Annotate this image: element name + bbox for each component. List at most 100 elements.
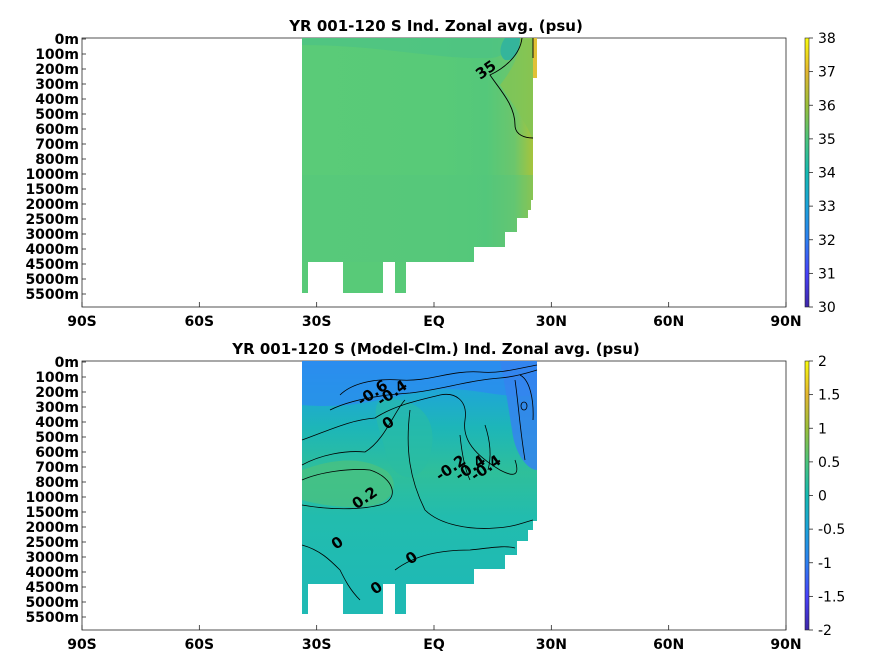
top-y-tick-label: 4500m bbox=[25, 257, 79, 273]
bottom-y-tick-label: 700m bbox=[35, 460, 79, 476]
bottom-y-tick-label: 4500m bbox=[25, 580, 79, 596]
bottom-y-tick-label: 5000m bbox=[25, 595, 79, 611]
bottom-colorbar-scale bbox=[804, 360, 810, 631]
top-north-salty-patch bbox=[500, 38, 533, 140]
top-colorbar-tick-label: 30 bbox=[818, 300, 836, 316]
bottom-y-tick-label: 2000m bbox=[25, 520, 79, 536]
bottom-x-tick-label: 30N bbox=[536, 637, 567, 653]
top-y-tick-label: 0m bbox=[55, 32, 79, 48]
top-surface-fresh-band bbox=[302, 38, 520, 59]
top-colorbar-tick-label: 33 bbox=[818, 199, 836, 215]
top-bottom-column-1 bbox=[302, 262, 308, 293]
bottom-salty-bias-core bbox=[302, 460, 394, 508]
bottom-chart-title: YR 001-120 S (Model-Clm.) Ind. Zonal avg… bbox=[231, 340, 640, 358]
top-y-tick-label: 1500m bbox=[25, 182, 79, 198]
top-y-tick-label: 700m bbox=[35, 137, 79, 153]
bottom-colorbar-tick-label: 2 bbox=[818, 354, 827, 370]
bottom-contour-line-4 bbox=[301, 399, 406, 466]
top-x-tick-labels: 90S 60S 30S EQ 30N 60N 90N bbox=[67, 302, 802, 330]
bottom-colorbar-tick-label: 1 bbox=[818, 421, 827, 437]
top-bottom-column-3 bbox=[395, 262, 406, 293]
bottom-contour-line-11 bbox=[301, 544, 361, 601]
top-colorbar-tick-label: 37 bbox=[818, 65, 836, 81]
bottom-x-tick-label: 90S bbox=[67, 637, 97, 653]
bottom-y-tick-label: 1500m bbox=[25, 505, 79, 521]
bottom-bottom-column-3 bbox=[395, 584, 406, 614]
bottom-contour-line-6 bbox=[407, 409, 534, 529]
bottom-y-tick-label: 2500m bbox=[25, 535, 79, 551]
bottom-x-tick-labels: 90S 60S 30S EQ 30N 60N 90N bbox=[67, 625, 802, 653]
bottom-contour-line-10 bbox=[519, 374, 534, 421]
top-y-tick-label: 3000m bbox=[25, 227, 79, 243]
bottom-y-tick-label: 4000m bbox=[25, 565, 79, 581]
top-colorbar-scale bbox=[804, 37, 810, 308]
bottom-contour-line-3 bbox=[301, 393, 518, 475]
top-y-tick-label: 2500m bbox=[25, 212, 79, 228]
top-y-tick-label: 500m bbox=[35, 107, 79, 123]
bottom-y-tick-label: 0m bbox=[55, 355, 79, 371]
top-contour-35 bbox=[489, 37, 534, 139]
top-y-tick-label: 5500m bbox=[25, 287, 79, 303]
top-colorbar-tick-label: 35 bbox=[818, 132, 836, 148]
top-colorbar-tick-label: 31 bbox=[818, 266, 836, 282]
bottom-y-tick-label: 1000m bbox=[25, 490, 79, 506]
bottom-colorbar-tick-label: 1.5 bbox=[818, 388, 840, 404]
top-y-tick-label: 4000m bbox=[25, 242, 79, 258]
bottom-contour-line-2 bbox=[329, 369, 538, 411]
top-y-tick-label: 300m bbox=[35, 77, 79, 93]
top-x-tick-label: 60S bbox=[185, 314, 215, 330]
top-colorbar-tick-label: 36 bbox=[818, 98, 836, 114]
bottom-y-tick-label: 100m bbox=[35, 370, 79, 386]
bottom-x-tick-label: 60N bbox=[653, 637, 684, 653]
bottom-contour-line-7 bbox=[459, 434, 471, 481]
top-colorbar-tick-label: 32 bbox=[818, 233, 836, 249]
bottom-y-tick-label: 200m bbox=[35, 385, 79, 401]
top-chart-title: YR 001-120 S Ind. Zonal avg. (psu) bbox=[288, 17, 583, 35]
top-salinity-fill bbox=[302, 38, 533, 262]
bottom-y-tick-label: 500m bbox=[35, 430, 79, 446]
bottom-bottom-column-1 bbox=[302, 584, 308, 614]
bottom-north-fresh-bias bbox=[500, 361, 537, 470]
bottom-x-tick-label: 30S bbox=[302, 637, 332, 653]
bottom-contour-line-8 bbox=[484, 424, 491, 471]
bottom-contour-line-12 bbox=[394, 546, 516, 571]
top-panel: YR 001-120 S Ind. Zonal avg. (psu) 35 90… bbox=[25, 17, 835, 330]
bottom-contour-line-1 bbox=[339, 364, 538, 396]
bottom-x-tick-label: 60S bbox=[185, 637, 215, 653]
bottom-colorbar-tick-label: -1 bbox=[818, 556, 832, 572]
top-gulf-salty-strip bbox=[533, 38, 537, 78]
top-y-tick-label: 2000m bbox=[25, 197, 79, 213]
top-y-tick-label: 800m bbox=[35, 152, 79, 168]
bottom-y-tick-label: 300m bbox=[35, 400, 79, 416]
bottom-colorbar: -2 -1.5 -1 -0.5 0 0.5 1 1.5 2 bbox=[804, 354, 845, 639]
bottom-colorbar-tick-label: 0.5 bbox=[818, 455, 840, 471]
top-colorbar: 30 31 32 33 34 35 36 37 38 bbox=[804, 31, 836, 316]
bottom-x-tick-label: EQ bbox=[423, 637, 445, 653]
top-y-tick-labels: 0m100m200m300m400m500m600m700m800m1000m1… bbox=[25, 32, 86, 303]
bottom-colorbar-tick-label: -2 bbox=[818, 623, 832, 639]
top-colorbar-tick-label: 38 bbox=[818, 31, 836, 47]
bottom-colorbar-tick-label: -1.5 bbox=[818, 589, 845, 605]
top-bottom-column-2 bbox=[343, 262, 383, 293]
top-x-tick-label: 30S bbox=[302, 314, 332, 330]
bottom-y-tick-label: 800m bbox=[35, 475, 79, 491]
bottom-y-tick-label: 5500m bbox=[25, 610, 79, 626]
top-y-tick-label: 400m bbox=[35, 92, 79, 108]
bottom-y-tick-labels: 0m100m200m300m400m500m600m700m800m1000m1… bbox=[25, 355, 86, 626]
top-y-tick-label: 5000m bbox=[25, 272, 79, 288]
bottom-y-tick-label: 400m bbox=[35, 415, 79, 431]
bottom-contour-line-9 bbox=[514, 379, 526, 461]
bottom-y-tick-label: 600m bbox=[35, 445, 79, 461]
top-y-tick-label: 100m bbox=[35, 47, 79, 63]
bottom-bias-field bbox=[301, 361, 538, 614]
top-y-tick-label: 1000m bbox=[25, 167, 79, 183]
bottom-colorbar-ticks: -2 -1.5 -1 -0.5 0 0.5 1 1.5 2 bbox=[809, 354, 845, 639]
bottom-x-tick-label: 90N bbox=[770, 637, 801, 653]
top-y-tick-label: 200m bbox=[35, 62, 79, 78]
bottom-y-tick-label: 3000m bbox=[25, 550, 79, 566]
bottom-colorbar-tick-label: -0.5 bbox=[818, 522, 845, 538]
bottom-contour-closed bbox=[520, 401, 528, 411]
top-y-tick-label: 600m bbox=[35, 122, 79, 138]
bottom-panel: YR 001-120 S (Model-Clm.) Ind. Zonal avg… bbox=[25, 340, 845, 653]
